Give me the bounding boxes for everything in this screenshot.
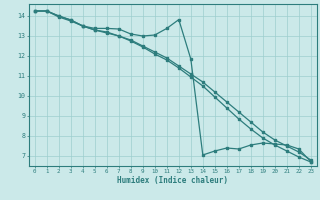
X-axis label: Humidex (Indice chaleur): Humidex (Indice chaleur)	[117, 176, 228, 185]
